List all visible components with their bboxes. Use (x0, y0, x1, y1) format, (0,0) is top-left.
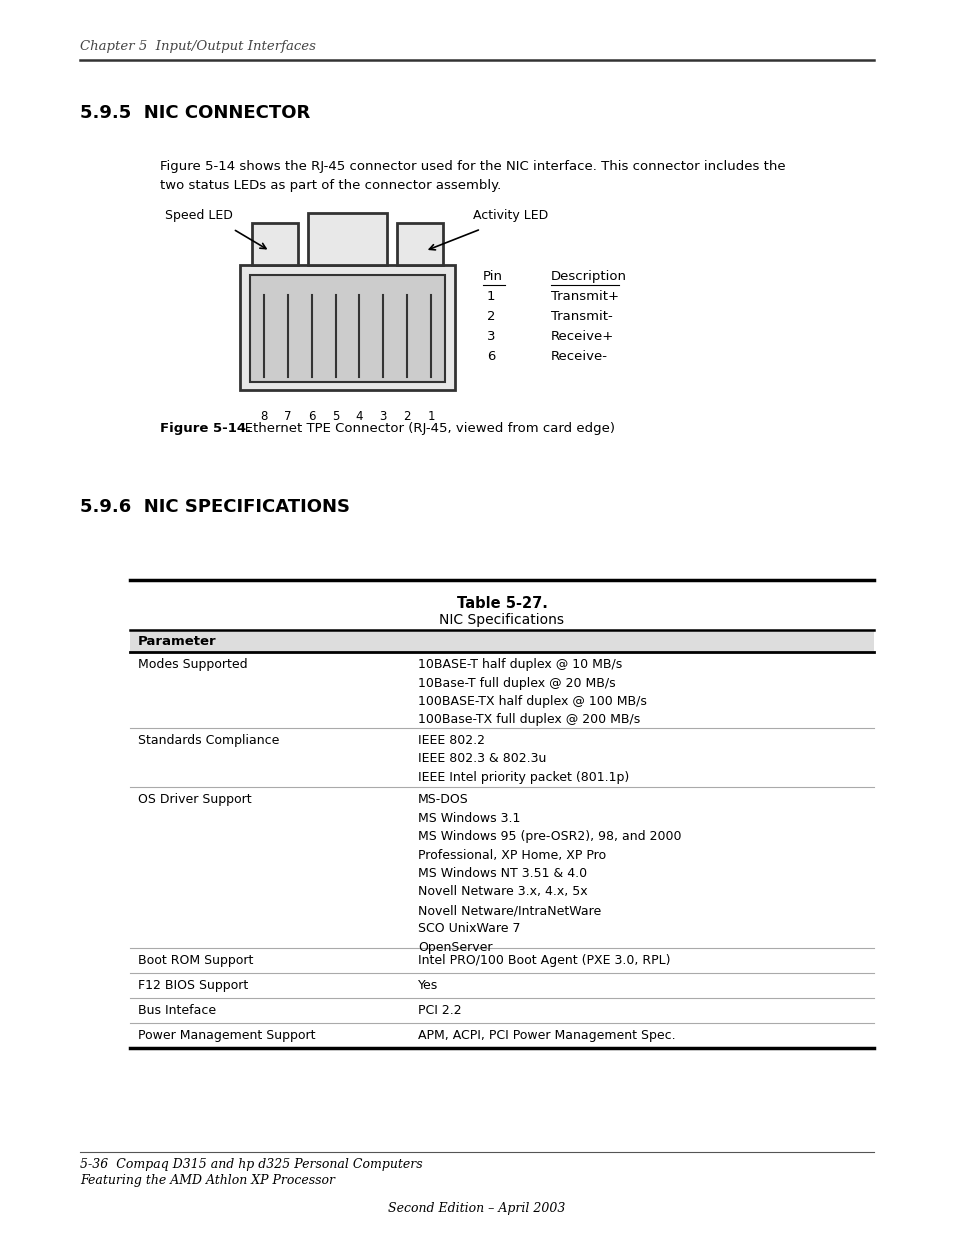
Bar (252, 224, 297, 266)
Text: Activity LED: Activity LED (473, 209, 548, 221)
Text: Pin: Pin (482, 270, 502, 283)
Text: Second Edition – April 2003: Second Edition – April 2003 (388, 1202, 565, 1215)
Text: Chapter 5  Input/Output Interfaces: Chapter 5 Input/Output Interfaces (80, 40, 315, 53)
Text: MS-DOS
MS Windows 3.1
MS Windows 95 (pre-OSR2), 98, and 2000
Professional, XP Ho: MS-DOS MS Windows 3.1 MS Windows 95 (pre… (417, 793, 680, 953)
Text: APM, ACPI, PCI Power Management Spec.: APM, ACPI, PCI Power Management Spec. (417, 1029, 675, 1042)
Text: Transmit+: Transmit+ (551, 290, 618, 303)
Text: 8: 8 (260, 410, 268, 424)
Bar (240, 266, 455, 390)
Text: 6: 6 (486, 350, 495, 363)
Text: Figure 5-14.: Figure 5-14. (160, 422, 251, 435)
Text: Boot ROM Support: Boot ROM Support (138, 953, 253, 967)
Text: Parameter: Parameter (138, 635, 216, 648)
Bar (308, 212, 387, 266)
Text: 4: 4 (355, 410, 363, 424)
Text: OS Driver Support: OS Driver Support (138, 793, 252, 806)
Text: Standards Compliance: Standards Compliance (138, 734, 279, 747)
Text: Power Management Support: Power Management Support (138, 1029, 315, 1042)
Text: Bus Inteface: Bus Inteface (138, 1004, 216, 1016)
Text: 5: 5 (332, 410, 339, 424)
Text: 2: 2 (486, 310, 495, 324)
Text: 7: 7 (284, 410, 292, 424)
Text: Description: Description (551, 270, 626, 283)
Text: 10BASE-T half duplex @ 10 MB/s
10Base-T full duplex @ 20 MB/s
100BASE-TX half du: 10BASE-T half duplex @ 10 MB/s 10Base-T … (417, 658, 646, 726)
Text: Speed LED: Speed LED (165, 209, 233, 221)
Text: 5.9.6  NIC SPECIFICATIONS: 5.9.6 NIC SPECIFICATIONS (80, 498, 350, 516)
Text: Figure 5-14 shows the RJ-45 connector used for the NIC interface. This connector: Figure 5-14 shows the RJ-45 connector us… (160, 161, 785, 191)
Text: 5-36  Compaq D315 and hp d325 Personal Computers: 5-36 Compaq D315 and hp d325 Personal Co… (80, 1158, 422, 1171)
Text: Modes Supported: Modes Supported (138, 658, 248, 671)
Text: 3: 3 (379, 410, 387, 424)
Text: 5.9.5  NIC CONNECTOR: 5.9.5 NIC CONNECTOR (80, 104, 310, 122)
Text: Yes: Yes (417, 979, 437, 992)
Bar (396, 224, 442, 266)
Text: Featuring the AMD Athlon XP Processor: Featuring the AMD Athlon XP Processor (80, 1174, 335, 1187)
Bar (130, 630, 873, 652)
Bar (250, 275, 444, 382)
Text: Ethernet TPE Connector (RJ-45, viewed from card edge): Ethernet TPE Connector (RJ-45, viewed fr… (232, 422, 615, 435)
Text: 3: 3 (486, 330, 495, 343)
Text: F12 BIOS Support: F12 BIOS Support (138, 979, 248, 992)
Text: 1: 1 (427, 410, 435, 424)
Text: 1: 1 (486, 290, 495, 303)
Text: NIC Specifications: NIC Specifications (439, 613, 564, 627)
Text: 6: 6 (308, 410, 315, 424)
Text: Receive-: Receive- (551, 350, 607, 363)
Text: PCI 2.2: PCI 2.2 (417, 1004, 461, 1016)
Text: Transmit-: Transmit- (551, 310, 612, 324)
Text: Receive+: Receive+ (551, 330, 614, 343)
Text: Table 5-27.: Table 5-27. (456, 597, 547, 611)
Text: IEEE 802.2
IEEE 802.3 & 802.3u
IEEE Intel priority packet (801.1p): IEEE 802.2 IEEE 802.3 & 802.3u IEEE Inte… (417, 734, 629, 784)
Text: Intel PRO/100 Boot Agent (PXE 3.0, RPL): Intel PRO/100 Boot Agent (PXE 3.0, RPL) (417, 953, 670, 967)
Text: 2: 2 (403, 410, 411, 424)
